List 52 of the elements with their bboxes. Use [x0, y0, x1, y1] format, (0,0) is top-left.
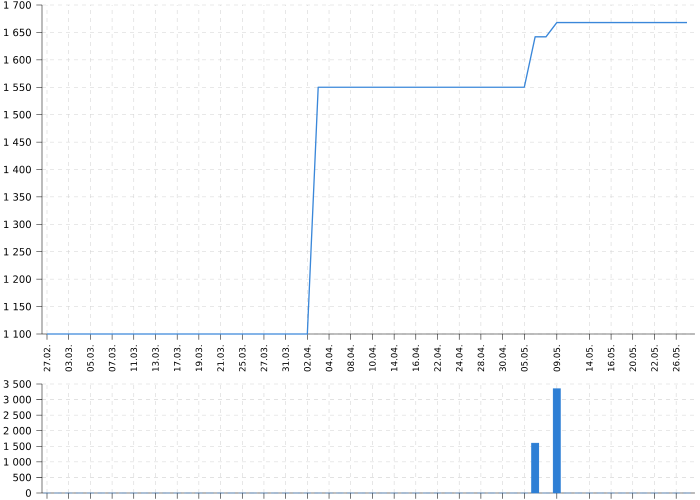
y-tick-label: 3 000 [4, 396, 31, 404]
x-tick-label: 22.04. [434, 345, 441, 372]
x-tick-label: 31.03. [282, 345, 289, 372]
y-tick-label: 1 550 [4, 83, 31, 92]
x-tick-label: 20.05. [630, 345, 636, 372]
y-tick-label: 1 500 [4, 442, 31, 450]
x-tick-label: 07.03. [108, 345, 116, 372]
x-tick-label: 14.05. [586, 345, 593, 372]
x-tick-label: 10.04. [369, 345, 376, 372]
x-tick-label: 27.03. [260, 345, 268, 372]
x-tick-label: 04.04. [326, 345, 332, 372]
y-tick-label: 500 [13, 474, 31, 482]
x-tick-label: 09.05. [554, 345, 560, 372]
y-tick-label: 1 700 [4, 1, 31, 9]
x-tick-label: 28.04. [478, 345, 484, 372]
y-tick-label: 1 150 [4, 302, 31, 310]
x-tick-label: 26.05. [672, 345, 680, 372]
y-tick-label: 1 000 [4, 458, 31, 466]
y-tick-label: 1 200 [4, 275, 31, 283]
y-tick-label: 0 [26, 489, 31, 497]
x-tick-label: 24.04. [456, 345, 462, 372]
y-tick-label: 1 400 [4, 166, 31, 174]
x-tick-label: 11.03. [130, 345, 138, 372]
x-tick-label: 02.04. [304, 345, 311, 372]
bar [531, 442, 540, 494]
x-tick-label: 05.05. [521, 345, 528, 372]
y-tick-label: 1 350 [4, 193, 31, 201]
x-tick-label: 05.03. [87, 345, 94, 372]
x-tick-label: 16.04. [412, 345, 420, 372]
y-tick-label: 1 600 [4, 56, 31, 64]
y-tick-label: 1 450 [4, 138, 31, 146]
y-tick-label: 2 500 [4, 411, 31, 419]
bar [552, 388, 561, 494]
y-tick-label: 1 500 [4, 110, 31, 118]
x-tick-label: 08.04. [347, 345, 354, 372]
x-tick-label: 21.03. [217, 345, 224, 372]
x-tick-label: 25.03. [238, 345, 246, 372]
x-tick-label: 27.02. [44, 345, 50, 372]
x-tick-label: 03.03. [65, 345, 72, 372]
x-tick-label: 19.03. [196, 345, 202, 372]
y-tick-label: 1 650 [4, 28, 31, 36]
x-tick-label: 17.03. [174, 345, 180, 372]
x-tick-label: 13.03. [152, 345, 159, 372]
x-tick-label: 22.05. [651, 345, 658, 372]
y-tick-label: 1 100 [4, 330, 31, 338]
x-tick-label: 30.04. [499, 345, 506, 372]
x-tick-label: 14.04. [390, 345, 398, 372]
x-tick-label: 16.05. [608, 345, 614, 372]
y-tick-label: 2 000 [4, 426, 31, 435]
y-tick-label: 3 500 [4, 380, 31, 388]
y-tick-label: 1 250 [4, 248, 31, 256]
y-tick-label: 1 300 [4, 220, 31, 228]
